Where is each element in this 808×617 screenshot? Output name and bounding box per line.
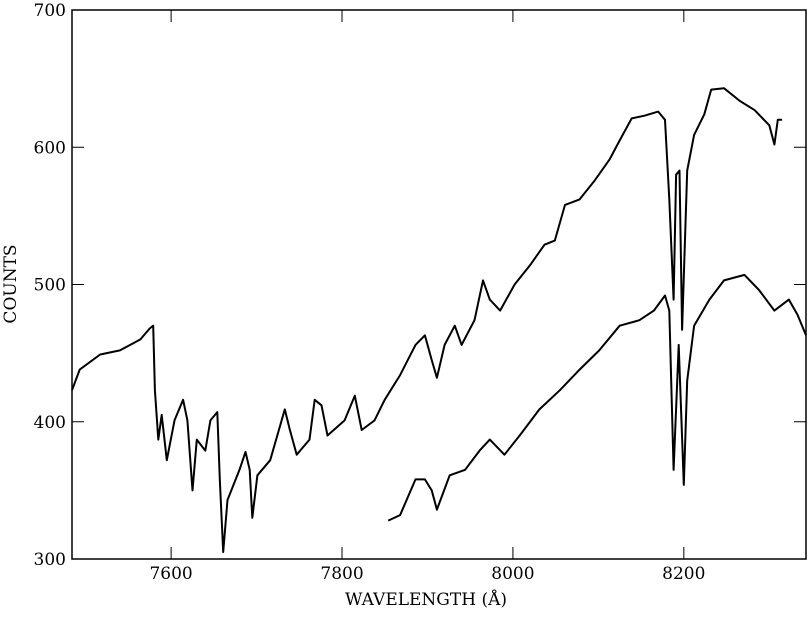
plot-frame [71,9,807,560]
y-tick-label: 700 [34,1,66,21]
y-axis-title: COUNTS [1,244,21,323]
x-tick-label: 7600 [149,564,192,584]
y-tick-label: 300 [34,550,66,570]
x-tick-label: 8200 [662,564,705,584]
y-tick-label: 400 [34,413,66,433]
spectrum-line [71,87,783,554]
x-tick-label: 7800 [320,564,363,584]
y-tick-label: 600 [34,138,66,158]
x-axis-title: WAVELENGTH (Å) [345,589,507,610]
spectrum-line [387,273,807,522]
y-tick-label: 500 [34,276,66,296]
x-tick-label: 8000 [491,564,534,584]
